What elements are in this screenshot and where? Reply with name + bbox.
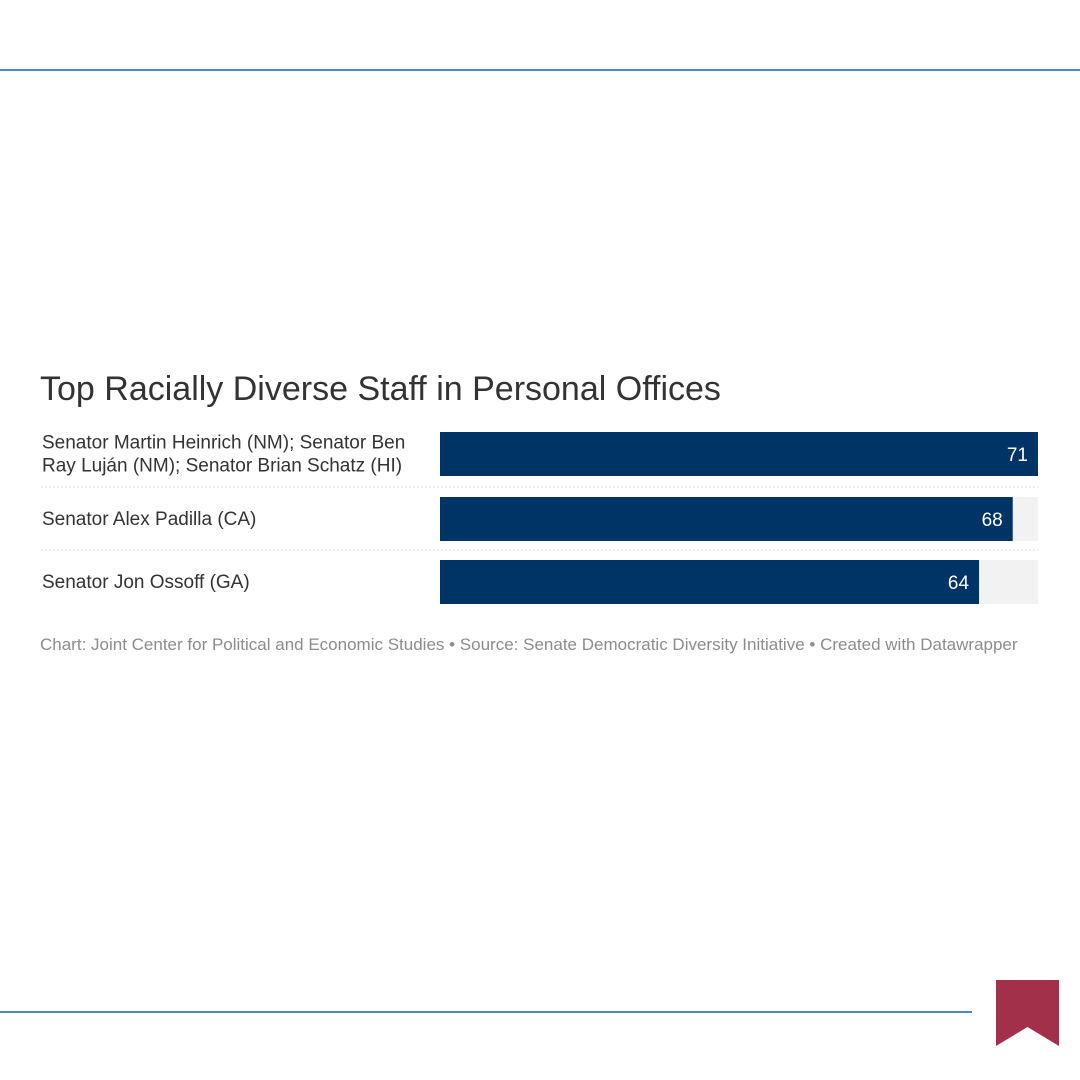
bar-value-label: 68 [982, 510, 1003, 531]
bar-value-label: 64 [948, 573, 970, 594]
bar [440, 432, 1038, 476]
bar-chart: 71 Senator Martin Heinrich (NM); Senator … [41, 432, 1038, 604]
bar [440, 497, 1013, 541]
bottom-rule [0, 1011, 972, 1013]
top-rule [0, 69, 1080, 71]
category-label: Senator Alex Padilla (CA) [42, 509, 256, 530]
chart-footer: Chart: Joint Center for Political and Ec… [40, 635, 1018, 654]
bar-value-label: 71 [1007, 445, 1028, 466]
category-label: Senator Jon Ossoff (GA) [42, 572, 250, 593]
category-label: Senator Martin Heinrich (NM); Senator Be… [42, 433, 405, 454]
bookmark-icon [996, 980, 1059, 1046]
category-label: Ray Luján (NM); Senator Brian Schatz (HI… [42, 456, 402, 477]
chart-title: Top Racially Diverse Staff in Personal O… [40, 370, 721, 408]
bar [440, 560, 980, 604]
